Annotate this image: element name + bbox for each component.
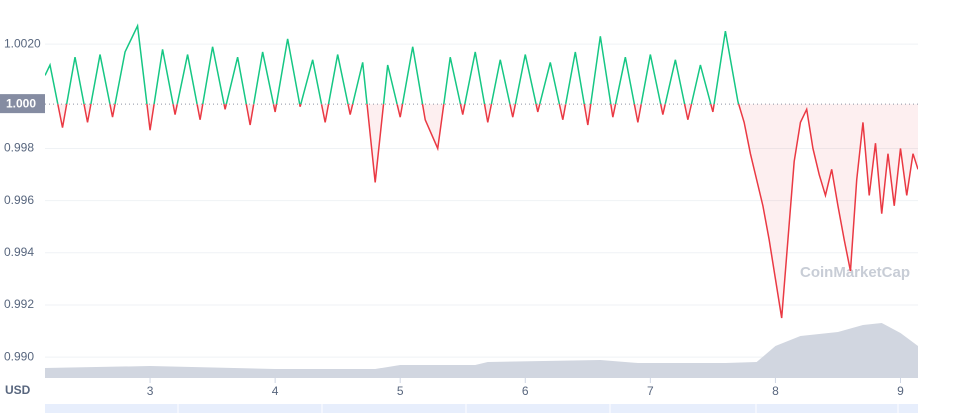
volume-area	[45, 323, 918, 378]
price-line-up	[45, 23, 740, 105]
y-tick-label: 0.990	[4, 349, 34, 363]
y-tick-label: 0.994	[4, 245, 34, 259]
x-tick-label: 4	[272, 384, 279, 398]
x-tick-label: 7	[647, 384, 654, 398]
scroll-dividers	[177, 404, 899, 413]
x-tick-label: 6	[522, 384, 529, 398]
y-tick-label: 0.998	[4, 141, 34, 155]
x-tick-label: 5	[397, 384, 404, 398]
x-tick-label: 3	[147, 384, 154, 398]
currency-label: USD	[5, 383, 31, 397]
x-tick-label: 9	[897, 384, 904, 398]
scroll-track	[45, 404, 918, 413]
x-tick-label: 8	[772, 384, 779, 398]
y-tick-label: 1.0020	[4, 36, 41, 50]
area-down	[45, 104, 918, 319]
price-line-down	[57, 104, 918, 319]
baseline-badge	[0, 94, 45, 114]
watermark: CoinMarketCap	[800, 264, 910, 281]
baseline-label: 1.000	[6, 96, 36, 110]
y-tick-label: 0.992	[4, 297, 34, 311]
y-tick-label: 0.996	[4, 193, 34, 207]
